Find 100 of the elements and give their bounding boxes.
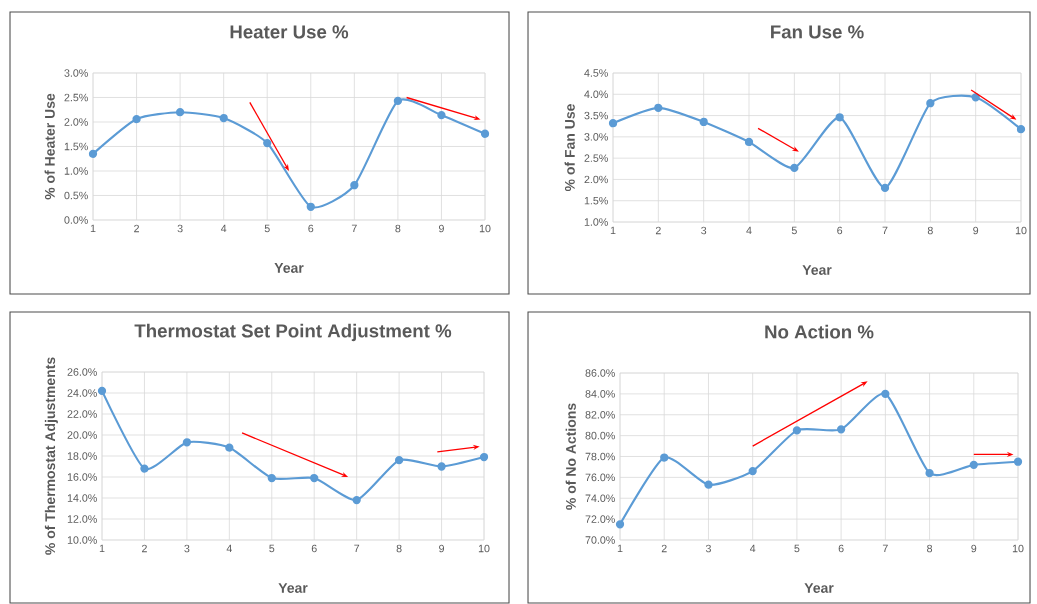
x-tick-label: 5 xyxy=(264,224,270,233)
y-tick-label: 1.0% xyxy=(584,218,608,226)
y-tick-label: 4.0% xyxy=(584,90,608,99)
x-tick-label: 10 xyxy=(1012,544,1024,553)
point xyxy=(748,466,757,476)
y-axis-title: % of No Actions xyxy=(565,403,576,510)
x-tick-label: 8 xyxy=(395,224,401,233)
point xyxy=(1016,125,1026,134)
point xyxy=(704,480,713,489)
x-tick-label: 9 xyxy=(438,224,444,233)
y-tick-label: 2.5% xyxy=(584,154,608,162)
y-tick-label: 20.0% xyxy=(67,431,97,439)
point xyxy=(132,114,141,124)
y-tick-label: 0.0% xyxy=(64,216,88,224)
x-axis-title: Year xyxy=(804,583,834,593)
point xyxy=(350,181,359,190)
point xyxy=(219,113,228,123)
x-tick-label: 1 xyxy=(610,226,616,235)
x-tick-label: 10 xyxy=(478,544,490,553)
x-axis-title: Year xyxy=(802,265,832,275)
x-tick-label: 4 xyxy=(749,544,756,553)
point xyxy=(608,119,618,128)
x-tick-label: 1 xyxy=(617,544,623,553)
x-tick-label: 6 xyxy=(308,224,314,233)
y-tick-label: 12.0% xyxy=(67,515,97,523)
x-tick-label: 4 xyxy=(746,226,752,235)
x-tick-label: 5 xyxy=(794,544,800,553)
point xyxy=(925,469,934,478)
y-tick-label: 82.0% xyxy=(585,410,615,419)
point xyxy=(615,520,625,529)
y-tick-label: 80.0% xyxy=(585,431,615,440)
y-tick-label: 3.0% xyxy=(64,69,88,77)
y-tick-label: 3.5% xyxy=(584,111,608,120)
x-tick-label: 1 xyxy=(90,224,96,233)
point xyxy=(790,163,799,173)
x-tick-label: 8 xyxy=(396,544,402,553)
y-tick-label: 0.5% xyxy=(64,191,88,200)
point xyxy=(835,113,844,122)
point xyxy=(792,426,802,435)
y-axis-title: % of Thermostat Adjustments xyxy=(44,357,58,555)
point xyxy=(881,389,890,399)
x-tick-label: 7 xyxy=(882,226,888,235)
y-tick-label: 24.0% xyxy=(67,389,97,397)
point xyxy=(969,460,978,469)
point xyxy=(971,93,980,102)
point xyxy=(744,137,754,147)
x-tick-label: 10 xyxy=(1015,226,1027,235)
x-tick-label: 3 xyxy=(177,224,183,233)
y-tick-label: 10.0% xyxy=(67,536,97,544)
x-tick-label: 6 xyxy=(837,226,843,235)
y-tick-label: 72.0% xyxy=(585,515,615,523)
y-axis-title: % of Fan Use xyxy=(564,104,575,192)
point xyxy=(175,108,185,117)
chart-title: Thermostat Set Point Adjustment % xyxy=(134,323,452,342)
x-axis-title: Year xyxy=(274,263,304,273)
chart-title: No Action % xyxy=(765,324,874,339)
point xyxy=(880,183,890,193)
y-tick-label: 16.0% xyxy=(67,473,97,481)
point xyxy=(88,149,98,158)
x-tick-label: 8 xyxy=(927,544,933,553)
y-tick-label: 1.5% xyxy=(584,196,608,205)
x-tick-label: 4 xyxy=(220,224,227,233)
y-axis-title: % of Heater Use xyxy=(44,93,55,200)
point xyxy=(654,103,663,113)
point xyxy=(926,99,935,108)
point xyxy=(182,438,192,447)
y-tick-label: 14.0% xyxy=(67,494,97,502)
x-tick-label: 9 xyxy=(971,544,977,553)
x-tick-label: 8 xyxy=(927,226,933,235)
y-tick-label: 84.0% xyxy=(585,390,615,398)
x-tick-label: 2 xyxy=(134,224,139,233)
point xyxy=(140,464,149,473)
point xyxy=(263,138,272,148)
chart-title: Heater Use % xyxy=(230,25,349,39)
point xyxy=(267,473,276,483)
x-axis-title: Year xyxy=(278,583,308,593)
x-tick-label: 7 xyxy=(882,544,888,553)
y-tick-label: 74.0% xyxy=(585,494,615,503)
y-tick-label: 1.5% xyxy=(64,142,88,151)
x-tick-label: 3 xyxy=(184,544,190,553)
point xyxy=(480,129,490,138)
x-tick-label: 9 xyxy=(439,544,445,553)
y-tick-label: 86.0% xyxy=(585,369,615,377)
y-tick-label: 2.0% xyxy=(64,118,88,126)
point xyxy=(352,495,361,505)
point xyxy=(306,202,315,211)
x-tick-label: 2 xyxy=(142,544,147,553)
point xyxy=(437,111,446,120)
y-tick-label: 4.5% xyxy=(584,69,608,77)
y-tick-label: 70.0% xyxy=(585,536,615,544)
x-tick-label: 4 xyxy=(226,544,232,553)
x-tick-label: 1 xyxy=(99,544,105,553)
x-tick-label: 3 xyxy=(705,544,711,553)
x-tick-label: 6 xyxy=(838,544,844,553)
x-tick-label: 7 xyxy=(354,544,360,553)
y-tick-label: 3.0% xyxy=(584,133,608,141)
x-tick-label: 10 xyxy=(479,224,491,233)
x-tick-label: 2 xyxy=(661,544,667,553)
point xyxy=(437,462,446,471)
x-tick-label: 3 xyxy=(701,226,707,235)
